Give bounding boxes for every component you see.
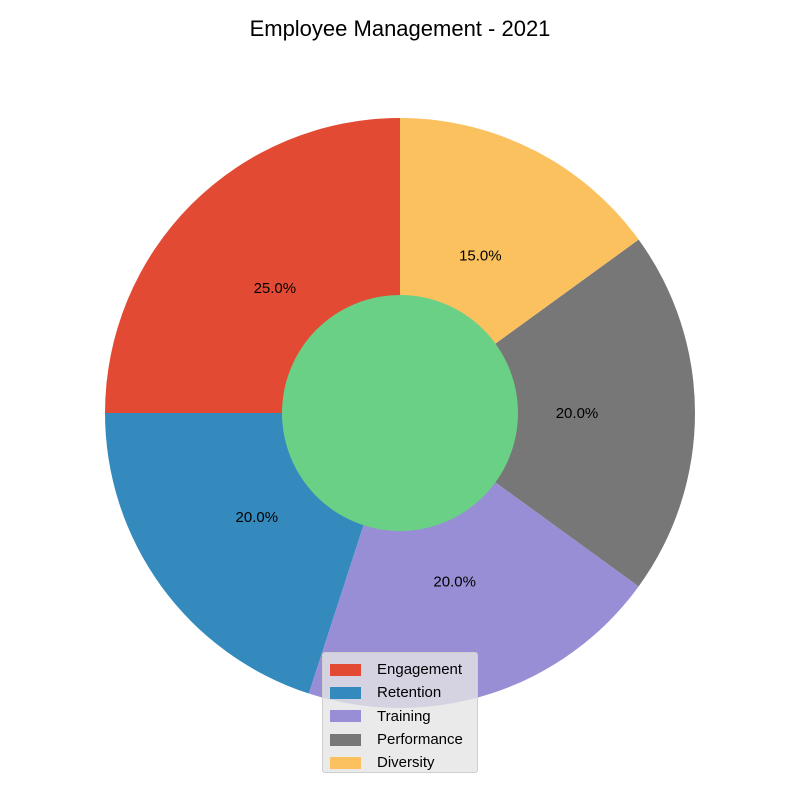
legend-item-training: Training xyxy=(330,705,477,728)
pie-slice-performance xyxy=(400,239,696,587)
legend-label: Retention xyxy=(377,684,442,702)
legend-item-engagement: Engagement xyxy=(330,658,477,681)
legend-swatch xyxy=(330,686,361,699)
legend-swatch xyxy=(330,663,361,676)
legend-item-retention: Retention xyxy=(330,681,477,704)
legend-item-diversity: Diversity xyxy=(330,751,477,774)
legend-label: Engagement xyxy=(377,661,463,679)
percent-label-engagement: 25.0% xyxy=(254,280,297,297)
percent-label-diversity: 15.0% xyxy=(459,247,502,264)
legend-label: Diversity xyxy=(377,754,435,772)
percent-label-training: 20.0% xyxy=(433,573,476,590)
legend-swatch xyxy=(330,733,361,746)
legend-label: Performance xyxy=(377,731,463,749)
legend-swatch xyxy=(330,756,361,769)
percent-label-retention: 20.0% xyxy=(236,509,279,526)
legend-swatch xyxy=(330,710,361,723)
legend: Engagement Retention Training Performance Di… xyxy=(322,652,478,773)
legend-label: Training xyxy=(377,707,431,725)
percent-label-performance: 20.0% xyxy=(556,405,599,422)
legend-item-performance: Performance xyxy=(330,728,477,751)
center-circle xyxy=(282,295,518,531)
chart-title: Employee Management - 2021 xyxy=(250,16,551,41)
percent-labels-group: 25.0% 20.0% 20.0% 20.0% 15.0% xyxy=(236,247,599,590)
